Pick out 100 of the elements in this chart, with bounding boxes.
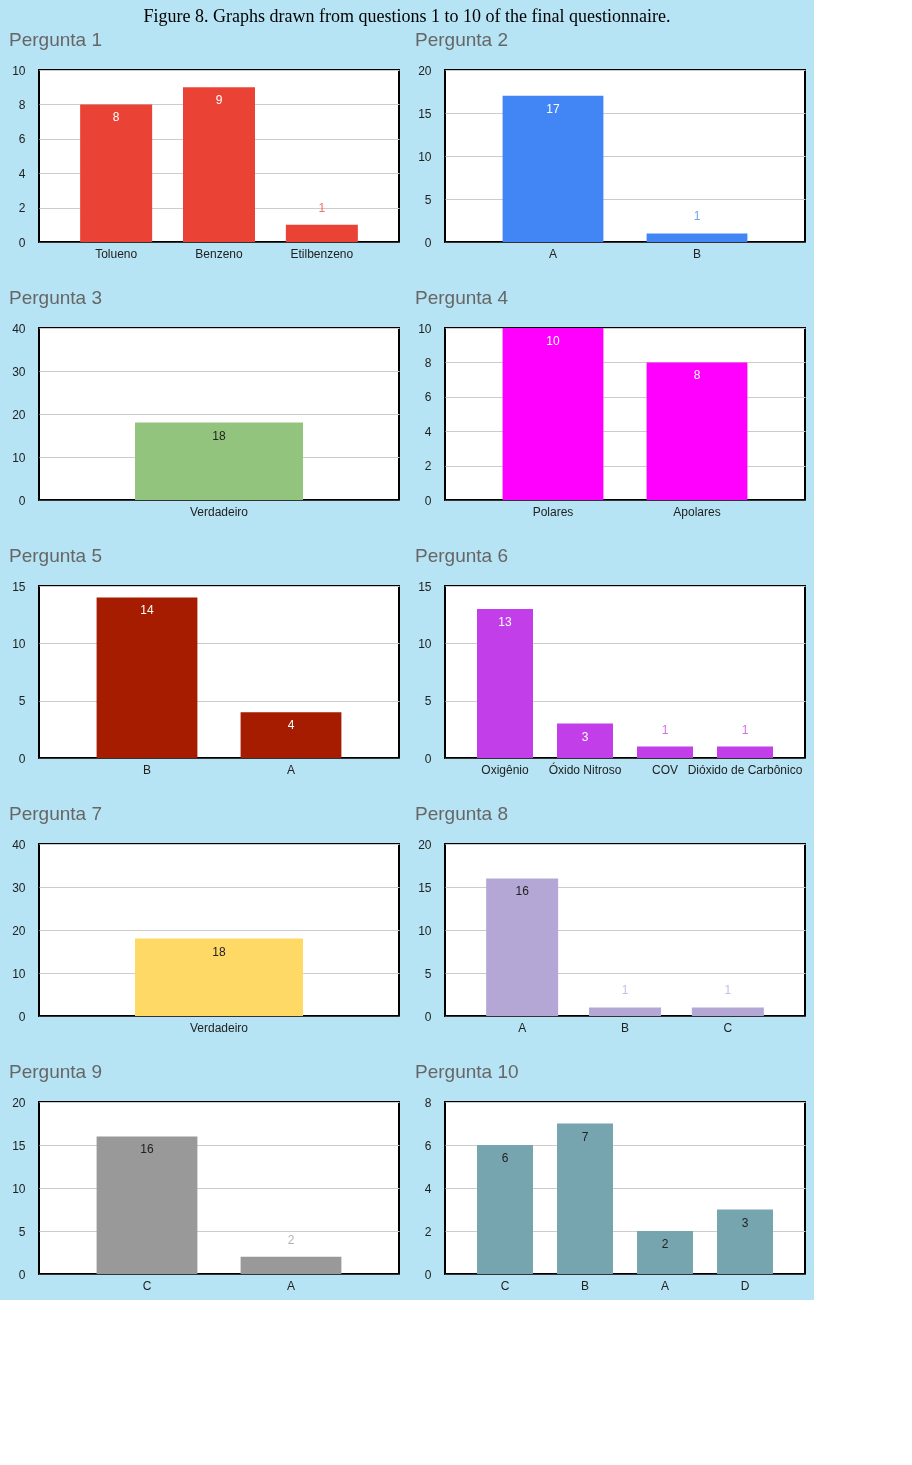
x-tick-label: Polares [532, 504, 574, 519]
y-tick-label: 8 [424, 1095, 432, 1110]
data-label: 1 [693, 209, 701, 224]
bar [477, 608, 533, 758]
chart-title: Pergunta 1 [9, 29, 102, 50]
x-tick-label: A [548, 246, 558, 261]
data-label: 3 [741, 1215, 749, 1230]
y-tick-label: 40 [12, 837, 26, 852]
bar [717, 746, 773, 758]
y-tick-label: 30 [12, 364, 26, 379]
y-tick-label: 2 [424, 1224, 432, 1239]
data-label: 10 [546, 334, 560, 348]
y-tick-label: 5 [424, 694, 432, 709]
x-tick-label: B [620, 1020, 630, 1035]
chart-title: Pergunta 7 [9, 803, 102, 824]
data-label: 6 [501, 1151, 509, 1165]
x-tick-label: Verdadeiro [189, 1020, 249, 1035]
x-tick-label: Apolares [673, 504, 721, 519]
y-tick-label: 10 [12, 63, 26, 78]
x-tick-label: Tolueno [95, 246, 138, 261]
bar [637, 1231, 693, 1274]
y-tick-label: 15 [418, 106, 432, 121]
y-tick-label: 5 [424, 966, 432, 981]
y-tick-label: 10 [12, 966, 26, 981]
y-tick-label: 0 [18, 1009, 26, 1024]
data-label: 2 [661, 1237, 669, 1251]
y-tick-label: 30 [12, 880, 26, 895]
x-tick-label: C [723, 1020, 733, 1035]
data-label: 8 [693, 368, 701, 383]
y-tick-label: 10 [12, 450, 26, 465]
data-label: 1 [661, 722, 669, 737]
y-tick-label: 4 [424, 424, 432, 439]
chart-title: Pergunta 10 [415, 1061, 519, 1082]
chart-title: Pergunta 6 [415, 545, 508, 566]
chart-title: Pergunta 3 [9, 287, 102, 308]
y-tick-label: 0 [424, 1267, 432, 1282]
y-tick-label: 5 [424, 192, 432, 207]
x-tick-label: Verdadeiro [189, 504, 249, 519]
y-tick-label: 15 [418, 579, 432, 594]
y-tick-label: 2 [424, 459, 432, 474]
data-label: 14 [140, 603, 154, 618]
x-tick-label: Óxido Nitroso [548, 761, 622, 777]
data-label: 1 [741, 722, 749, 737]
caption: Figure 8. Graphs drawn from questions 1 to 10 of the final questionnaire. [143, 6, 671, 26]
y-tick-label: 20 [418, 63, 432, 78]
chart-title: Pergunta 5 [9, 545, 102, 566]
y-tick-label: 6 [424, 1138, 432, 1153]
y-tick-label: 6 [424, 390, 432, 405]
y-tick-label: 10 [418, 636, 432, 651]
y-tick-label: 0 [18, 493, 26, 508]
y-tick-label: 15 [12, 579, 26, 594]
data-label: 7 [581, 1129, 589, 1144]
data-label: 9 [215, 93, 223, 108]
data-label: 3 [581, 729, 589, 744]
x-tick-label: A [518, 1020, 527, 1035]
y-tick-label: 10 [12, 636, 26, 651]
bar [557, 1123, 613, 1274]
x-tick-label: A [286, 762, 296, 777]
y-tick-label: 20 [12, 1095, 26, 1110]
bar [477, 1145, 533, 1274]
x-tick-label: Dióxido de Carbônico [687, 762, 803, 777]
x-tick-label: B [580, 1278, 590, 1293]
y-tick-label: 4 [424, 1181, 432, 1196]
y-tick-label: 0 [18, 1267, 26, 1282]
data-label: 4 [287, 718, 295, 733]
y-tick-label: 40 [12, 321, 26, 336]
data-label: 17 [546, 101, 560, 116]
y-tick-label: 2 [18, 201, 26, 216]
y-tick-label: 8 [18, 97, 26, 112]
y-tick-label: 5 [18, 694, 26, 709]
x-tick-label: A [286, 1278, 296, 1293]
data-label: 2 [287, 1232, 295, 1247]
chart-title: Pergunta 4 [415, 287, 509, 308]
x-tick-label: C [142, 1278, 152, 1293]
x-tick-label: B [142, 762, 152, 777]
data-label: 1 [318, 200, 326, 215]
y-tick-label: 6 [18, 132, 26, 147]
data-label: 1 [621, 983, 629, 998]
chart-title: Pergunta 2 [415, 29, 508, 50]
bar [717, 1209, 773, 1274]
y-tick-label: 0 [18, 751, 26, 766]
y-tick-label: 5 [18, 1224, 26, 1239]
data-label: 16 [140, 1142, 154, 1157]
y-tick-label: 10 [418, 149, 432, 164]
bar [285, 224, 358, 242]
bar [557, 723, 613, 758]
data-label: 16 [515, 884, 530, 899]
y-tick-label: 20 [12, 407, 26, 422]
y-tick-label: 4 [18, 166, 26, 181]
y-tick-label: 15 [418, 880, 432, 895]
x-tick-label: Oxigênio [481, 762, 529, 777]
x-tick-label: C [500, 1278, 510, 1293]
chart-title: Pergunta 9 [9, 1061, 102, 1082]
bar [637, 746, 693, 758]
x-tick-label: B [692, 246, 702, 261]
y-tick-label: 0 [424, 235, 432, 250]
x-tick-label: Etilbenzeno [290, 246, 354, 261]
data-label: 13 [498, 614, 512, 629]
x-tick-label: COV [651, 762, 679, 777]
chart-title: Pergunta 8 [415, 803, 508, 824]
